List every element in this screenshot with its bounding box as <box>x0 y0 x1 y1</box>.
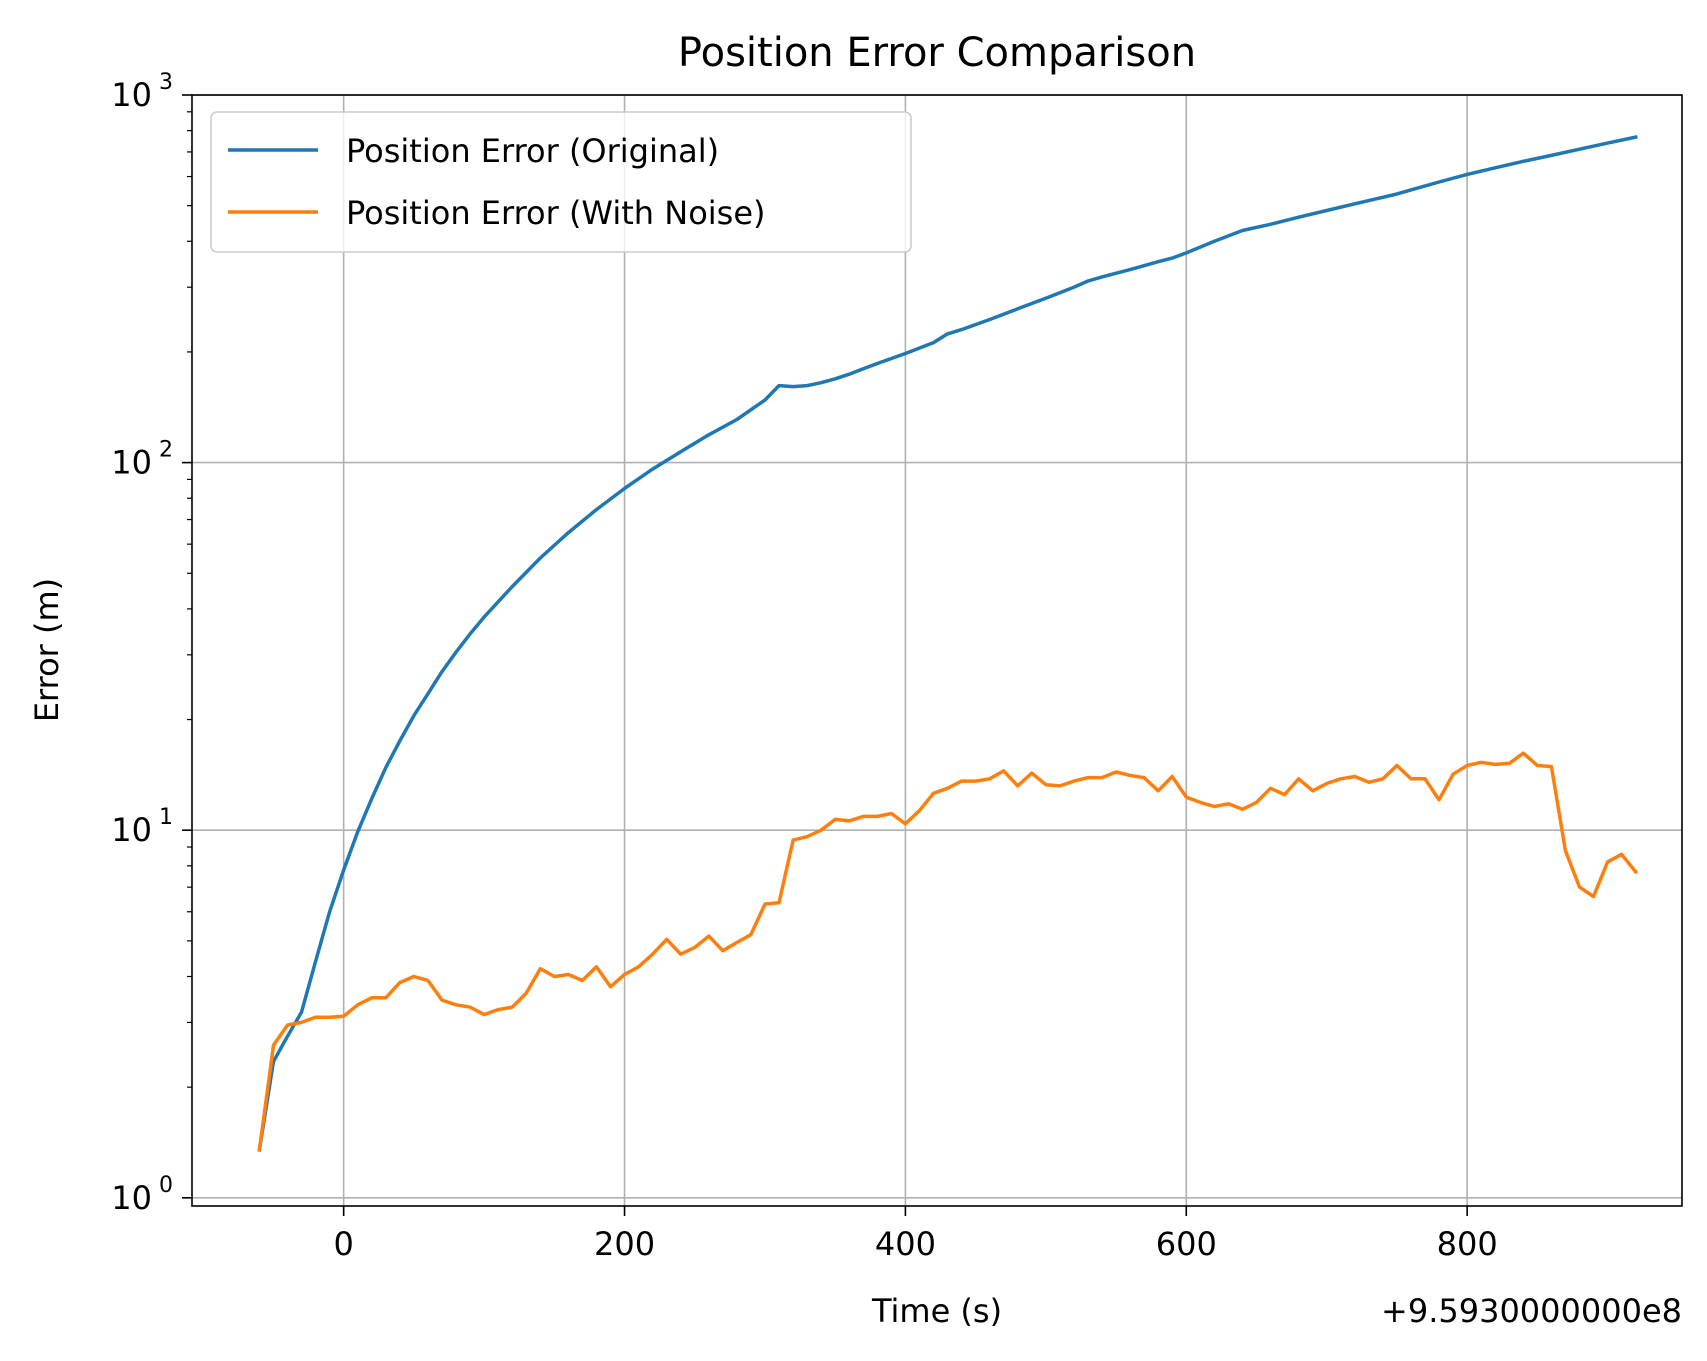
x-tick-label: 400 <box>875 1225 936 1263</box>
y-tick-exponent: 1 <box>159 805 173 830</box>
x-tick-label: 800 <box>1437 1225 1498 1263</box>
legend-label-with-noise: Position Error (With Noise) <box>346 194 766 232</box>
x-offset-label: +9.5930000000e8 <box>1381 1292 1682 1330</box>
series-layer <box>257 135 1639 1152</box>
y-tick-exponent: 3 <box>159 70 173 95</box>
chart-title: Position Error Comparison <box>678 30 1196 76</box>
plot-frame <box>191 94 1683 1207</box>
y-tick-label: 10 <box>111 811 152 849</box>
x-tick-label: 0 <box>333 1225 353 1263</box>
x-tick-label: 200 <box>594 1225 655 1263</box>
x-axis-label: Time (s) <box>871 1292 1002 1330</box>
y-axis-label: Error (m) <box>28 578 66 722</box>
ticks: 0 200 400 600 800 10 0 10 1 10 2 10 3 <box>111 70 1497 1263</box>
y-tick-label: 10 <box>111 76 152 114</box>
y-tick-label: 10 <box>111 1179 152 1217</box>
legend-label-original: Position Error (Original) <box>346 132 719 170</box>
series-line-with-noise <box>257 751 1639 1152</box>
legend-box <box>210 111 912 253</box>
legend: Position Error (Original) Position Error… <box>210 111 912 253</box>
y-tick-label: 10 <box>111 444 152 482</box>
x-tick-label: 600 <box>1156 1225 1217 1263</box>
y-tick-exponent: 2 <box>159 438 173 463</box>
series-line-original <box>257 135 1638 1152</box>
y-tick-exponent: 0 <box>159 1173 173 1198</box>
